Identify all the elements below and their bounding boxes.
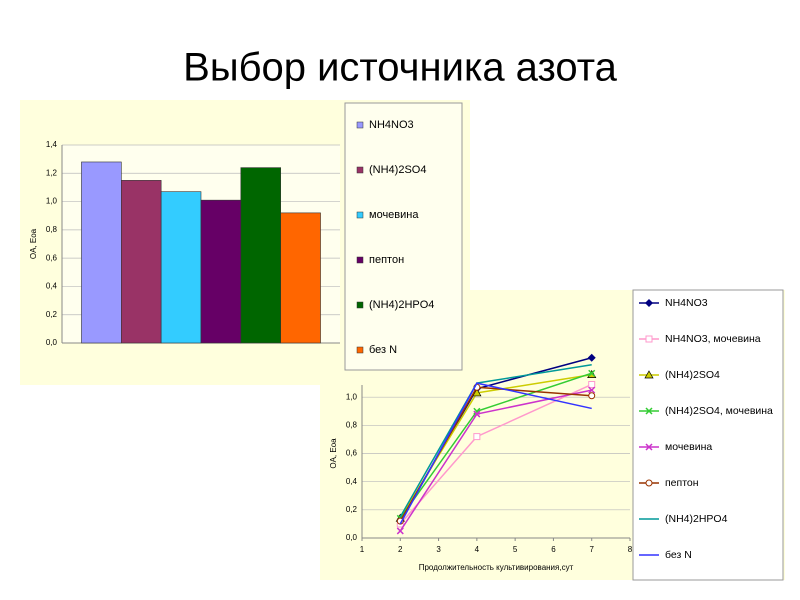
point xyxy=(588,380,596,388)
y-tick-label: 0,6 xyxy=(46,253,58,262)
y-tick-label: 1,0 xyxy=(346,392,358,401)
y-tick-label: 0,4 xyxy=(346,477,358,486)
legend-swatch xyxy=(356,211,364,219)
point xyxy=(588,392,596,400)
y-axis-title: OA, Eoa xyxy=(329,438,338,469)
legend-marker xyxy=(645,443,653,451)
legend-marker xyxy=(645,335,653,343)
point xyxy=(588,386,596,394)
legend-label: без N xyxy=(665,549,692,561)
y-tick-label: 0,2 xyxy=(346,505,358,514)
y-tick-label: 0,0 xyxy=(46,338,58,347)
legend-label: (NH4)2HPO4 xyxy=(369,299,434,311)
x-tick-label: 5 xyxy=(513,545,518,554)
x-tick-label: 3 xyxy=(436,545,441,554)
bar xyxy=(121,180,162,344)
legend-label: пептон xyxy=(369,254,404,266)
legend-label: без N xyxy=(369,344,397,356)
x-axis-title: Продолжительность культивирования,сут xyxy=(419,563,574,572)
y-tick-label: 0,8 xyxy=(346,420,358,429)
y-tick-label: 0,6 xyxy=(346,449,358,458)
x-tick-label: 7 xyxy=(589,545,594,554)
legend-marker xyxy=(645,479,653,487)
bar xyxy=(240,167,281,344)
legend-label: NH4NO3 xyxy=(369,119,414,131)
legend-label: мочевина xyxy=(369,209,419,221)
bar xyxy=(81,161,122,344)
bar xyxy=(160,191,202,344)
y-tick-label: 0,2 xyxy=(46,310,58,319)
point xyxy=(472,388,482,397)
x-tick-label: 2 xyxy=(398,545,403,554)
legend-swatch xyxy=(356,256,364,264)
legend-label: пептон xyxy=(665,477,699,489)
legend-marker xyxy=(644,370,654,379)
legend-label: NH4NO3, мочевина xyxy=(665,333,761,345)
legend-label: (NH4)2SO4 xyxy=(665,369,720,381)
legend-label: мочевина xyxy=(665,441,712,453)
legend-label: (NH4)2HPO4 xyxy=(665,513,728,525)
legend-label: (NH4)2SO4 xyxy=(369,164,426,176)
point xyxy=(396,527,404,535)
x-tick-label: 1 xyxy=(360,545,365,554)
y-tick-label: 1,4 xyxy=(46,140,58,149)
legend-swatch xyxy=(356,346,364,354)
legend-label: (NH4)2SO4, мочевина xyxy=(665,405,773,417)
x-tick-label: 8 xyxy=(628,545,633,554)
y-axis-title: OA, Eoa xyxy=(29,228,38,259)
y-tick-label: 0,4 xyxy=(46,282,58,291)
y-tick-label: 0,0 xyxy=(346,533,358,542)
legend-marker xyxy=(645,407,653,415)
chart: 0,0 0,2 0,4 0,6 0,8 1,0 1,2 1,4 OA, Eoa NH4NO3 (NH… xyxy=(20,100,470,385)
point xyxy=(473,433,481,441)
x-tick-label: 6 xyxy=(551,545,556,554)
y-tick-label: 0,8 xyxy=(46,225,58,234)
legend-swatch xyxy=(356,166,364,174)
legend-marker xyxy=(645,299,653,307)
legend-label: NH4NO3 xyxy=(665,297,708,309)
x-tick-label: 4 xyxy=(475,545,480,554)
legend xyxy=(344,102,463,371)
chart: 0,0 0,2 0,4 0,6 0,8 1,0 OA, Eoa 1 2 3 4 5 6 7 8 Продолж… xyxy=(320,289,785,581)
point xyxy=(473,410,481,418)
legend-swatch xyxy=(356,121,364,129)
slide-title: Выбор источника азота xyxy=(183,46,617,90)
legend-swatch xyxy=(356,301,364,309)
point xyxy=(588,369,596,377)
point xyxy=(587,353,596,362)
y-tick-label: 1,0 xyxy=(46,197,58,206)
line xyxy=(399,382,592,525)
bar xyxy=(280,212,321,344)
y-tick-label: 1,2 xyxy=(46,168,58,177)
bar xyxy=(200,199,242,344)
